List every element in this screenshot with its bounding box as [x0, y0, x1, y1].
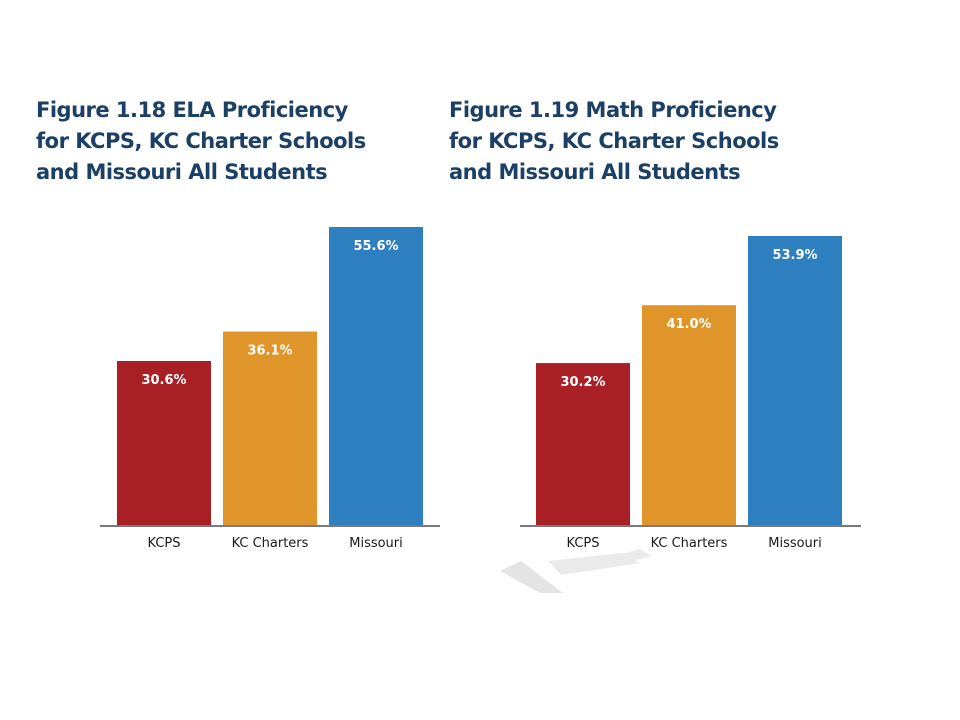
math-bar-1 [642, 305, 736, 525]
math-bar-chart: 30.2% KCPS 41.0% KC Charters 53.9% Missouri [520, 236, 861, 551]
ela-bar-0 [117, 360, 211, 525]
ela-category-label-2: Missouri [349, 536, 403, 551]
ela-bar-1 [223, 331, 317, 525]
math-value-label-2: 53.9% [772, 248, 817, 263]
ela-category-label-1: KC Charters [232, 536, 309, 551]
ela-title-line-2: for KCPS, KC Charter Schools [36, 129, 366, 153]
ela-title-line-3: and Missouri All Students [36, 160, 328, 184]
math-title-line-2: for KCPS, KC Charter Schools [449, 129, 779, 153]
ela-bar-chart: 30.6% KCPS 36.1% KC Charters 55.6% Missouri [100, 227, 440, 551]
ela-value-label-1: 36.1% [247, 344, 292, 359]
math-category-label-2: Missouri [768, 536, 822, 551]
ela-bar-2 [329, 227, 423, 525]
math-bar-0 [536, 363, 630, 525]
math-chart-title: Figure 1.19 Math Proficiency for KCPS, K… [449, 95, 849, 188]
math-category-label-1: KC Charters [651, 536, 728, 551]
ela-value-label-2: 55.6% [353, 239, 398, 254]
ela-title-line-1: Figure 1.18 ELA Proficiency [36, 98, 348, 122]
math-title-line-1: Figure 1.19 Math Proficiency [449, 98, 777, 122]
math-value-label-0: 30.2% [560, 375, 605, 390]
ela-chart-title: Figure 1.18 ELA Proficiency for KCPS, KC… [36, 95, 416, 188]
math-category-label-0: KCPS [567, 536, 600, 551]
math-bar-2 [748, 236, 842, 525]
watermark-graphic [500, 549, 652, 593]
math-title-line-3: and Missouri All Students [449, 160, 741, 184]
ela-value-label-0: 30.6% [141, 373, 186, 388]
ela-category-label-0: KCPS [148, 536, 181, 551]
math-value-label-1: 41.0% [666, 317, 711, 332]
